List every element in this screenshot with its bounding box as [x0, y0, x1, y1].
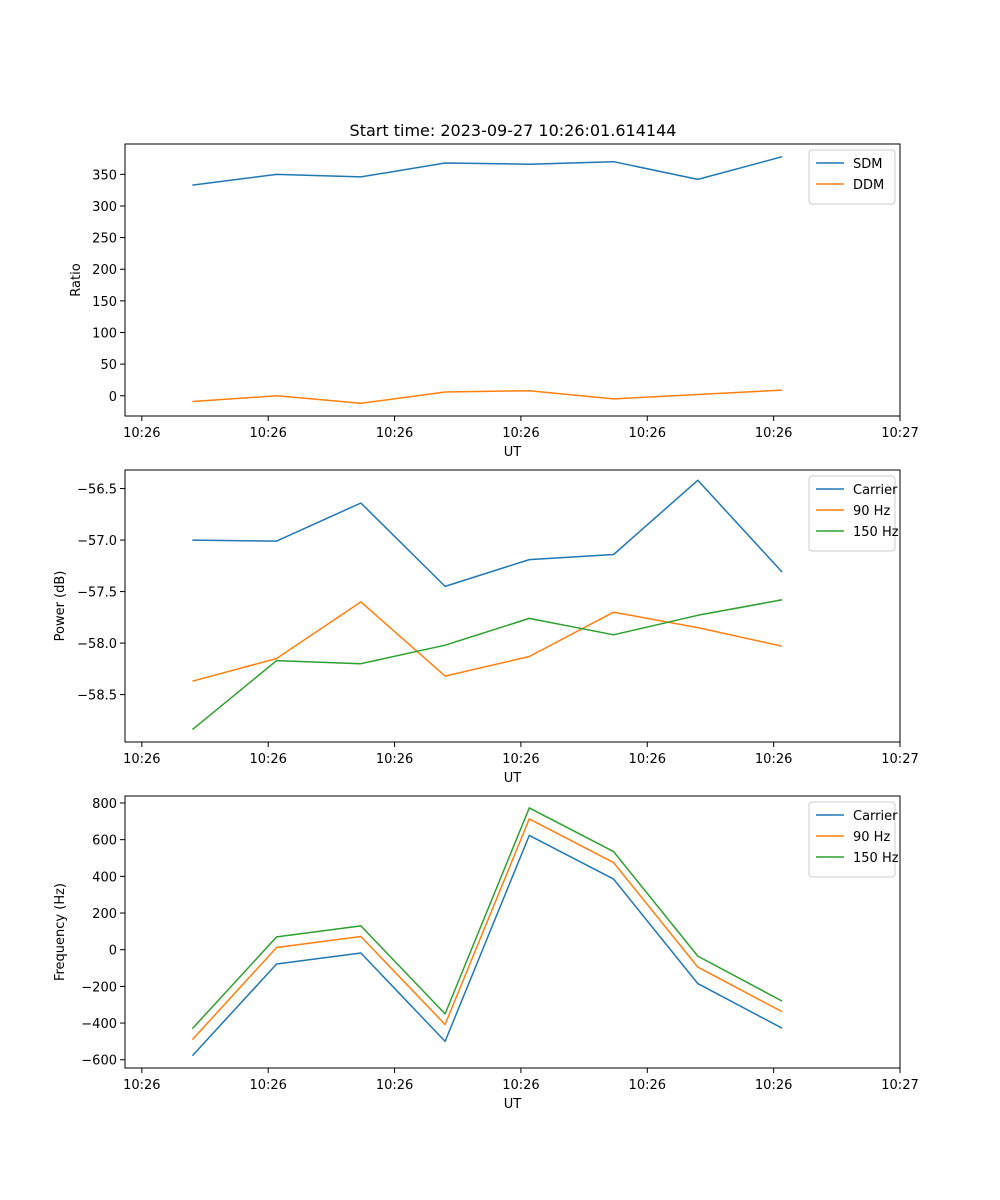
- y-tick-label: 100: [92, 327, 117, 342]
- axes-frame: [124, 143, 901, 417]
- chart-panel-1: 10:26 10:26 10:26 10:26 10:26 10:26 10:27 0 50 10…: [69, 143, 919, 460]
- y-tick-label: 600: [92, 834, 117, 849]
- series-line-150-hz: [191, 599, 783, 731]
- y-tick-label: −400: [81, 1017, 117, 1032]
- x-tick-label: 10:26: [376, 1078, 413, 1093]
- series-line-carrier: [192, 479, 783, 588]
- plots-container: 10:26 10:26 10:26 10:26 10:26 10:26 10:27 0 50 10…: [53, 143, 919, 1112]
- x-axis-label: UT: [504, 1097, 522, 1112]
- x-tick-label: 10:26: [755, 752, 792, 767]
- y-tick-label: 0: [109, 944, 117, 959]
- x-tick-label: 10:27: [881, 426, 918, 441]
- x-tick-label: 10:26: [123, 752, 160, 767]
- y-tick-label: −57.5: [77, 586, 117, 601]
- y-tick-label: −56.5: [77, 483, 117, 498]
- x-tick-label: 10:26: [755, 1078, 792, 1093]
- legend-label: 90 Hz: [853, 504, 890, 519]
- y-tick-label: 300: [92, 200, 117, 215]
- legend-label: Carrier: [853, 809, 898, 824]
- y-tick-label: −600: [81, 1054, 117, 1069]
- y-tick-label: −200: [81, 980, 117, 995]
- legend-label: 150 Hz: [853, 851, 899, 866]
- x-tick-label: 10:26: [629, 1078, 666, 1093]
- y-tick-label: −58.5: [77, 689, 117, 704]
- legend-label: 90 Hz: [853, 830, 890, 845]
- y-tick-label: 150: [92, 295, 117, 310]
- y-tick-label: 50: [100, 358, 117, 373]
- y-tick-label: 400: [92, 870, 117, 885]
- legend-box: [808, 475, 896, 552]
- y-axis-label: Frequency (Hz): [53, 883, 68, 981]
- figure-title: Start time: 2023-09-27 10:26:01.614144: [350, 121, 677, 140]
- x-tick-label: 10:26: [123, 1078, 160, 1093]
- legend-label: SDM: [853, 157, 882, 172]
- x-tick-label: 10:26: [376, 426, 413, 441]
- y-tick-label: 200: [92, 907, 117, 922]
- y-axis-label: Power (dB): [53, 571, 68, 642]
- y-tick-label: 200: [92, 263, 117, 278]
- chart-panel-2: 10:26 10:26 10:26 10:26 10:26 10:26 10:27 −58.5…: [53, 469, 919, 786]
- x-tick-label: 10:26: [629, 752, 666, 767]
- x-tick-label: 10:26: [755, 426, 792, 441]
- legend-box: [808, 801, 896, 878]
- series-line-90-hz: [192, 601, 783, 682]
- legend-label: 150 Hz: [853, 525, 899, 540]
- legend-label: Carrier: [853, 483, 898, 498]
- x-tick-label: 10:26: [376, 752, 413, 767]
- x-axis-label: UT: [504, 445, 522, 460]
- x-tick-label: 10:26: [249, 752, 286, 767]
- x-tick-label: 10:26: [249, 1078, 286, 1093]
- chart-panel-3: 10:26 10:26 10:26 10:26 10:26 10:26 10:27 −600 −…: [53, 795, 919, 1112]
- x-tick-label: 10:26: [629, 426, 666, 441]
- y-tick-label: 250: [92, 232, 117, 247]
- y-tick-label: −57.0: [77, 534, 117, 549]
- series-line-ddm: [192, 389, 783, 405]
- series-line-sdm: [192, 155, 783, 186]
- y-tick-label: 0: [109, 390, 117, 405]
- x-tick-label: 10:26: [123, 426, 160, 441]
- x-tick-label: 10:26: [502, 426, 539, 441]
- x-tick-label: 10:26: [249, 426, 286, 441]
- x-axis-label: UT: [504, 771, 522, 786]
- y-tick-label: −58.0: [77, 637, 117, 652]
- x-tick-label: 10:27: [881, 752, 918, 767]
- legend-label: DDM: [853, 178, 884, 193]
- series-line-150-hz: [191, 807, 783, 1030]
- y-tick-label: 800: [92, 797, 117, 812]
- y-tick-label: 350: [92, 168, 117, 183]
- x-tick-label: 10:26: [502, 752, 539, 767]
- series-line-carrier: [191, 834, 783, 1057]
- axes-frame: [124, 469, 901, 743]
- axes-frame: [124, 795, 901, 1069]
- x-tick-label: 10:26: [502, 1078, 539, 1093]
- x-tick-label: 10:27: [881, 1078, 918, 1093]
- y-axis-label: Ratio: [69, 263, 84, 296]
- series-line-90-hz: [191, 818, 783, 1041]
